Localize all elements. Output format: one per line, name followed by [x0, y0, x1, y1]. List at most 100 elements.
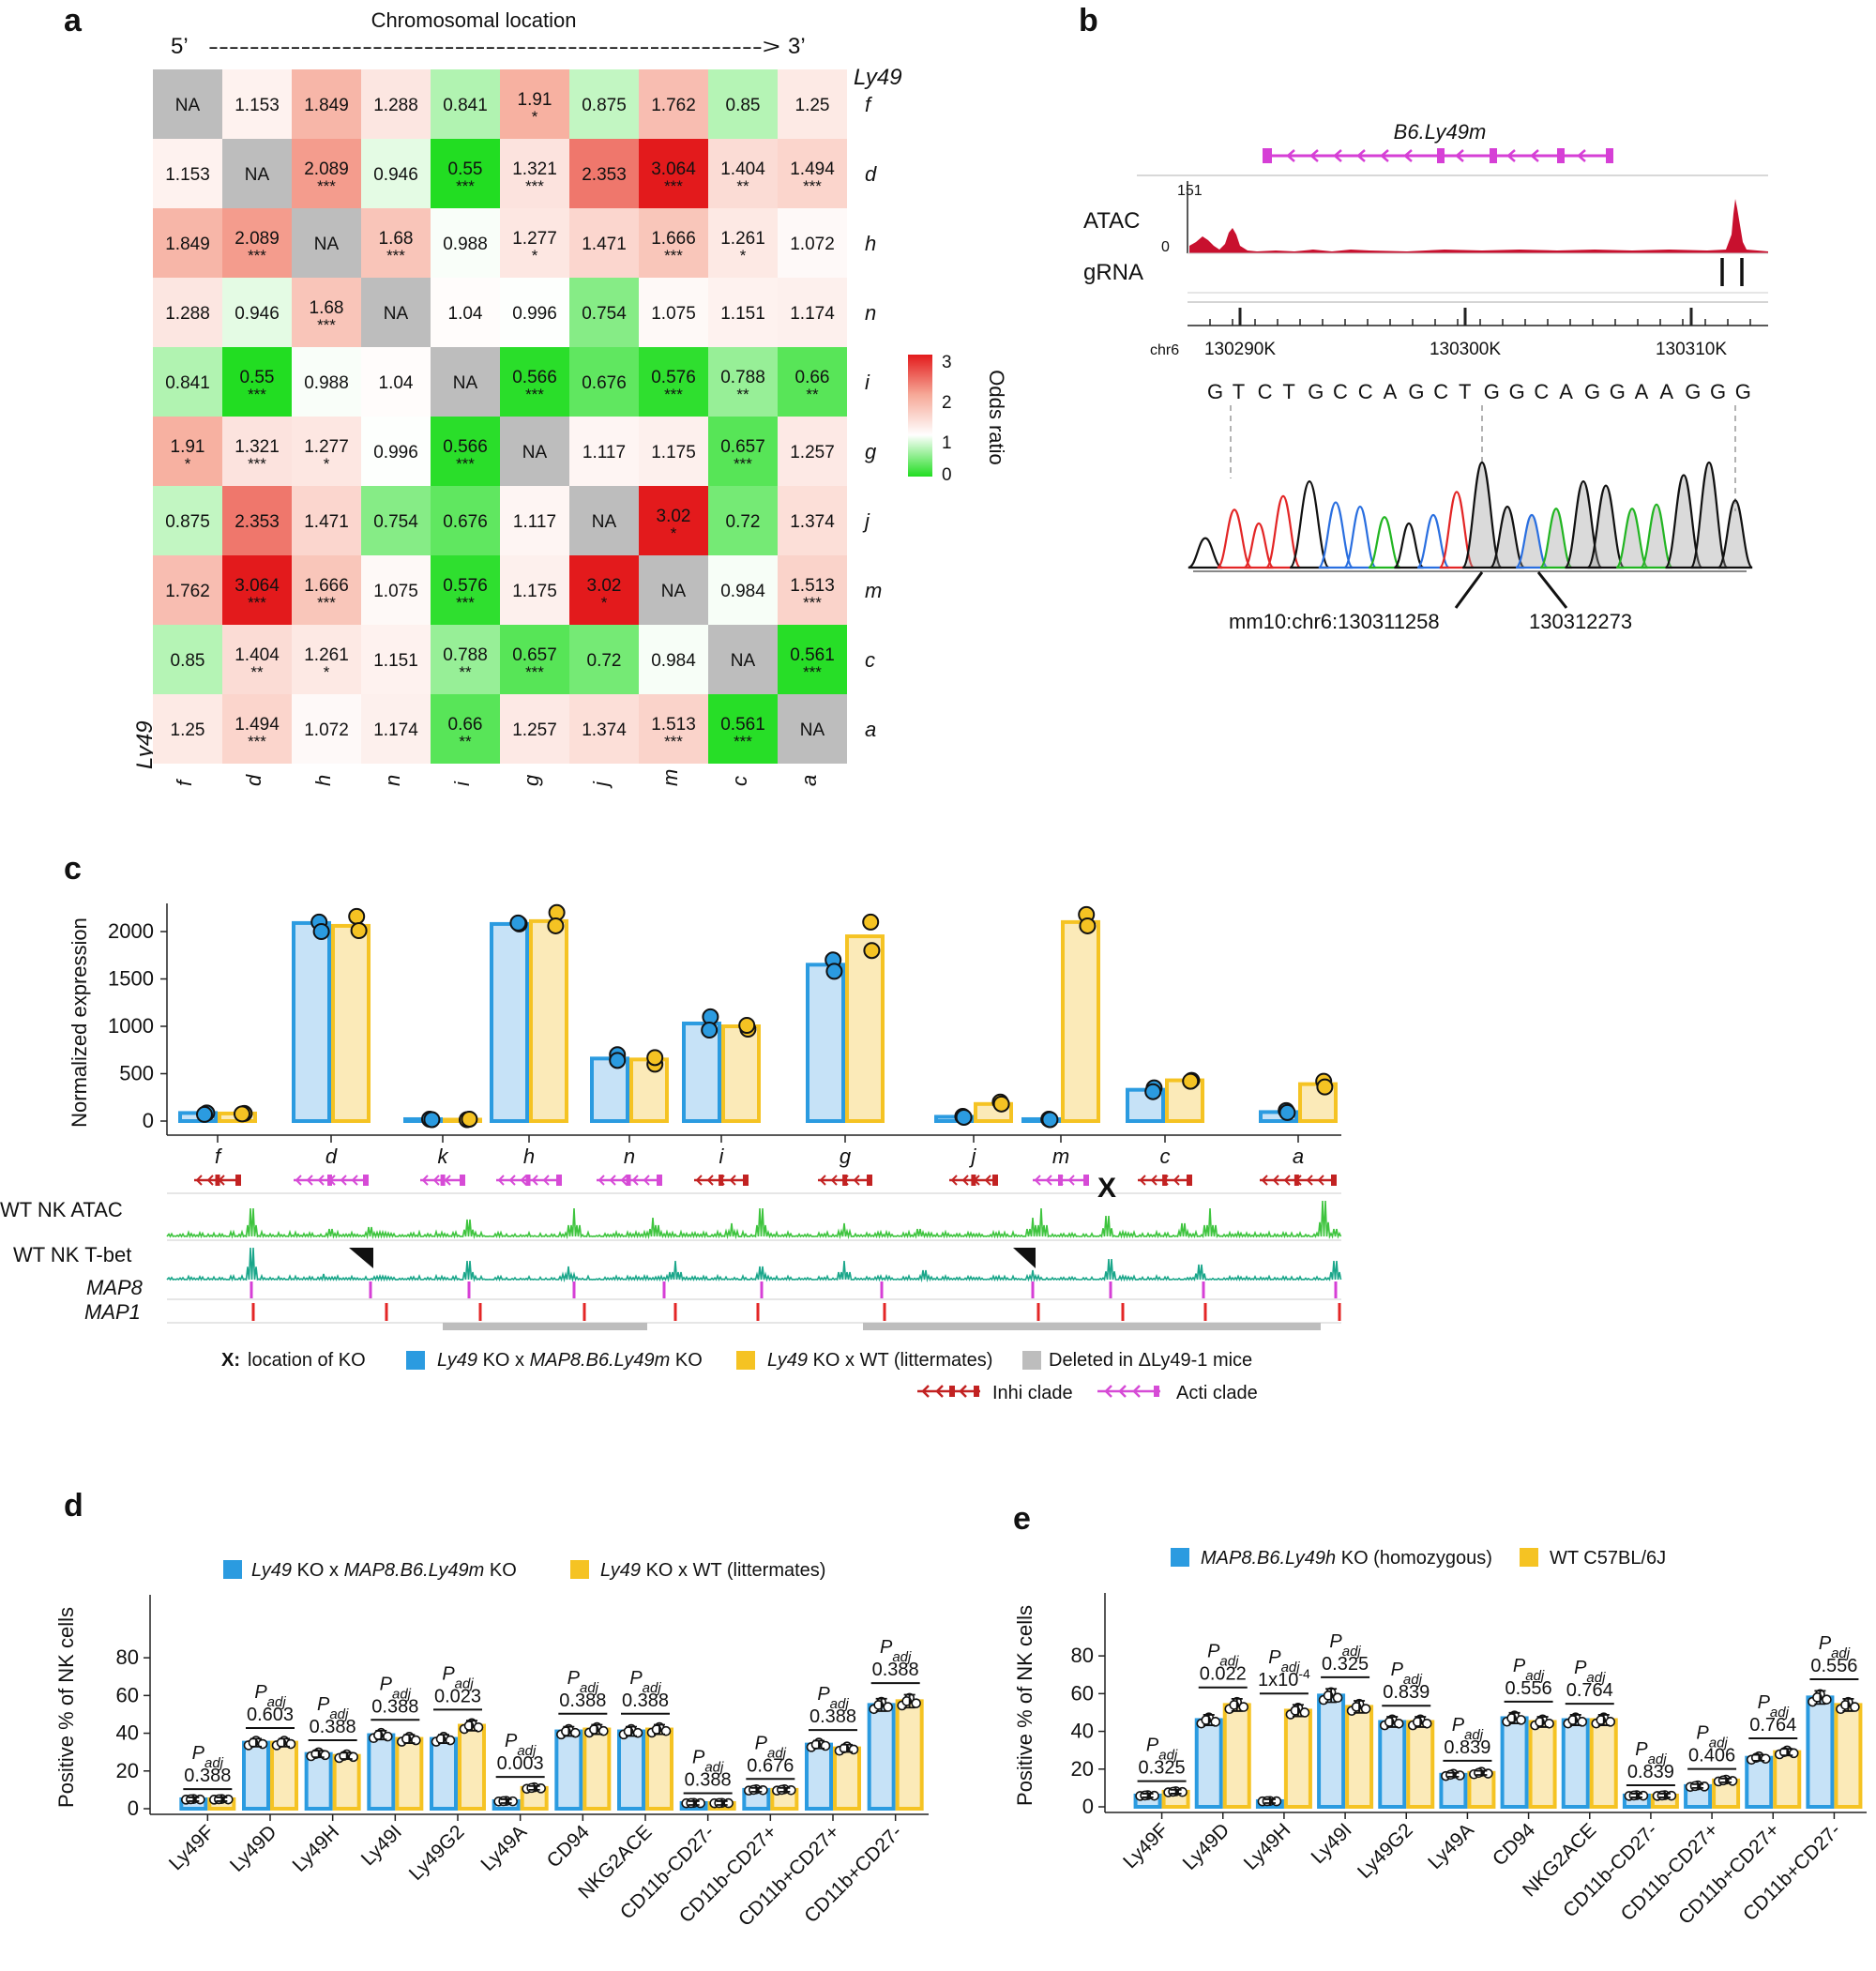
heatmap-cell-value: 1.072	[304, 720, 349, 740]
padj-label: Padj	[254, 1682, 286, 1710]
bar-wt	[1406, 1720, 1435, 1809]
heatmap-cell	[222, 208, 292, 278]
bar-wt	[1773, 1750, 1802, 1809]
chromatogram-peak	[1416, 513, 1450, 569]
bar-ko	[1500, 1716, 1529, 1810]
e-legend-ko-swatch	[1171, 1548, 1189, 1567]
y-tick-label: 80	[1071, 1644, 1094, 1667]
bar-wt	[458, 1723, 486, 1811]
heatmap-cell-significance: ***	[664, 733, 683, 750]
padj-label: Padj	[505, 1731, 537, 1759]
heatmap-cell-value: NA	[731, 651, 756, 671]
point-ko	[883, 1702, 893, 1712]
c-point-ko	[423, 1111, 441, 1129]
padj-value: 0.556	[1505, 1678, 1552, 1699]
heatmap-cell-significance: ***	[803, 663, 822, 681]
point-ko	[1577, 1717, 1588, 1727]
point-ko	[195, 1794, 205, 1805]
heatmap-row-label: i	[865, 371, 870, 394]
chromosomal-location-title: Chromosomal location	[371, 8, 577, 32]
heatmap-cell-value: 0.66	[448, 715, 483, 735]
chromatogram-peak	[1640, 503, 1673, 569]
bar-wt	[395, 1736, 424, 1811]
padj-value: 0.388	[310, 1717, 356, 1737]
five-prime-label: 5’	[171, 34, 189, 59]
category-label: Ly49A	[477, 1821, 531, 1875]
coord-tick: 130310K	[1656, 340, 1727, 359]
heatmap-cell	[569, 208, 639, 278]
bar-wt	[1834, 1703, 1863, 1810]
c-point-wt	[350, 921, 368, 939]
chromatogram-peak	[1368, 516, 1401, 569]
chromatogram-peak	[1689, 461, 1729, 569]
heatmap-cell	[639, 347, 708, 417]
chromatogram-peak	[1615, 508, 1649, 569]
heatmap-cell-significance: ***	[456, 455, 475, 473]
bar-ko	[1194, 1718, 1223, 1809]
heatmap: NA 1.153 1.849 1.288 0.841 1.91*0.875 1.762 0.8…	[153, 69, 847, 764]
legend-acti-text: Acti clade	[1176, 1383, 1258, 1403]
c-y-ticks: 2000 1500 1000 500 0	[108, 919, 167, 1132]
atac-max: 151	[1177, 183, 1203, 199]
c-gene-label: h	[523, 1145, 535, 1168]
category-label: Ly49F	[1119, 1819, 1172, 1872]
heatmap-cell-value: 0.984	[720, 582, 765, 601]
heatmap-cell-value: 1.075	[373, 582, 418, 601]
sequence-base: G	[1710, 380, 1726, 403]
heatmap-cell-value: 1.471	[582, 235, 627, 254]
heatmap-cell	[708, 694, 778, 764]
heatmap-cell	[431, 486, 500, 555]
heatmap-cell-significance: ***	[317, 594, 336, 612]
heatmap-cell-value: NA	[592, 512, 617, 532]
heatmap-cell-significance: ***	[248, 455, 266, 473]
heatmap-cell	[361, 69, 431, 139]
heatmap-cell-significance: *	[185, 455, 191, 473]
bar-wt	[1222, 1703, 1251, 1810]
heatmap-cell-significance: ***	[664, 177, 683, 195]
heatmap-cell	[153, 139, 222, 208]
heatmap-cell-value: 0.676	[582, 373, 627, 393]
heatmap-row-label: c	[865, 648, 875, 672]
category-label: Ly49G2	[405, 1821, 469, 1885]
d-legend-wt-swatch	[570, 1560, 589, 1579]
panel-a: a Chromosomal location 5’ --------------…	[64, 3, 1008, 789]
heatmap-cell-value: 1.25	[795, 96, 830, 115]
heatmap-cell-value: 1.288	[165, 304, 210, 324]
heatmap-cell	[569, 625, 639, 694]
heatmap-cell-value: 1.261	[304, 645, 349, 665]
padj-value: 0.839	[1444, 1737, 1490, 1758]
category-label: Ly49F	[165, 1821, 219, 1874]
category-label: Ly49I	[357, 1821, 406, 1870]
padj-value: 0.388	[872, 1660, 919, 1680]
sequence-base: G	[1308, 380, 1324, 403]
heatmap-cell-value: 3.064	[234, 576, 280, 596]
y-tick-label: 60	[116, 1683, 139, 1706]
legend-inhi-text: Inhi clade	[992, 1383, 1073, 1403]
heatmap-cell-value: 1.075	[651, 304, 696, 324]
bar-ko	[1745, 1755, 1774, 1809]
heatmap-cell-value: 0.788	[720, 368, 765, 387]
heatmap-cell	[292, 69, 361, 139]
heatmap-cell	[153, 486, 222, 555]
heatmap-column-label: h	[311, 775, 335, 786]
heatmap-cell-significance: ***	[386, 247, 405, 265]
sequence-base: G	[1207, 380, 1223, 403]
chromatogram-peak	[1343, 505, 1377, 569]
heatmap-cell	[292, 347, 361, 417]
c-bars	[178, 903, 1338, 1129]
heatmap-cell	[708, 417, 778, 486]
heatmap-cell	[153, 278, 222, 347]
point-wt	[223, 1794, 234, 1805]
panel-label-b: b	[1079, 3, 1098, 38]
y-tick-label: 0	[1082, 1795, 1094, 1818]
c-point-ko	[1041, 1111, 1059, 1129]
heatmap-cell	[222, 417, 292, 486]
heatmap-cell-value: 0.996	[512, 304, 557, 324]
padj-label: Padj	[880, 1637, 912, 1665]
c-y-tick-label: 1000	[108, 1014, 154, 1038]
heatmap-cell-value: 0.657	[512, 645, 557, 665]
heatmap-cell-value: 1.494	[790, 159, 835, 179]
point-wt	[1238, 1702, 1249, 1712]
track-label-atac: WT NK ATAC	[0, 1198, 123, 1221]
c-gene-label: d	[325, 1145, 338, 1168]
